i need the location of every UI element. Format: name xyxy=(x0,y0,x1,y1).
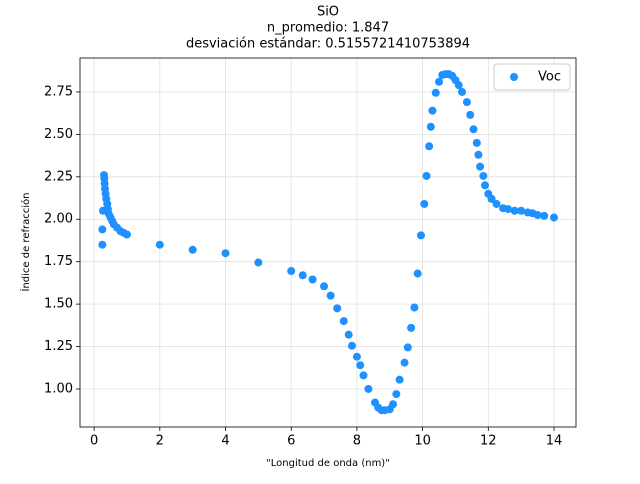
y-tick-label: 1.75 xyxy=(44,254,73,269)
point xyxy=(122,230,131,239)
chart-subtitle: n_promedio: 1.847 xyxy=(267,21,389,36)
point xyxy=(454,81,463,90)
point xyxy=(98,225,107,234)
y-tick-label: 2.75 xyxy=(44,84,73,99)
point xyxy=(392,390,401,399)
x-tick-label: 4 xyxy=(221,434,229,449)
point xyxy=(458,87,467,96)
point xyxy=(425,142,434,151)
legend-marker xyxy=(510,73,518,81)
point xyxy=(504,205,513,214)
point xyxy=(320,282,329,291)
y-axis-label: Índice de refracción xyxy=(19,193,32,292)
point xyxy=(403,343,412,352)
point xyxy=(347,341,356,350)
point xyxy=(221,249,230,258)
point xyxy=(431,88,440,97)
point xyxy=(426,122,435,131)
point xyxy=(400,358,409,367)
point xyxy=(359,371,368,380)
y-tick-label: 1.50 xyxy=(44,297,73,312)
point xyxy=(540,211,549,220)
y-tick-label: 1.25 xyxy=(44,339,73,354)
point xyxy=(326,291,335,300)
point xyxy=(510,206,519,215)
point xyxy=(435,77,444,86)
point xyxy=(339,317,348,326)
x-tick-label: 12 xyxy=(480,434,497,449)
point xyxy=(474,150,483,159)
legend-label: Voc xyxy=(538,70,561,85)
point xyxy=(333,304,342,313)
point xyxy=(469,125,478,134)
point xyxy=(472,138,481,147)
x-tick-label: 6 xyxy=(287,434,295,449)
point xyxy=(98,240,107,249)
x-tick-label: 8 xyxy=(353,434,361,449)
y-tick-label: 2.50 xyxy=(44,127,73,142)
y-tick-label: 2.25 xyxy=(44,169,73,184)
point xyxy=(487,194,496,203)
point xyxy=(155,240,164,249)
point xyxy=(308,275,317,284)
x-tick-label: 10 xyxy=(414,434,431,449)
point xyxy=(356,361,365,370)
point xyxy=(428,106,437,115)
point xyxy=(364,384,373,393)
x-tick-label: 0 xyxy=(90,434,98,449)
point xyxy=(287,267,296,276)
point xyxy=(254,258,263,267)
x-tick-label: 14 xyxy=(546,434,563,449)
point xyxy=(481,181,490,190)
point xyxy=(413,269,422,278)
y-tick-label: 1.00 xyxy=(44,381,73,396)
point xyxy=(492,199,501,208)
point xyxy=(344,330,353,339)
point xyxy=(466,110,475,119)
point xyxy=(517,206,526,215)
point xyxy=(420,199,429,208)
point xyxy=(407,323,416,332)
legend-box xyxy=(493,63,571,91)
point xyxy=(476,162,485,171)
point xyxy=(395,375,404,384)
plot-frame xyxy=(79,57,577,428)
point xyxy=(352,352,361,361)
point xyxy=(479,171,488,180)
point xyxy=(462,98,471,107)
y-tick-label: 2.00 xyxy=(44,212,73,227)
point xyxy=(549,213,558,222)
point xyxy=(533,211,542,220)
point xyxy=(416,231,425,240)
point xyxy=(298,271,307,280)
point xyxy=(188,245,197,254)
point xyxy=(410,303,419,312)
chart-title: SiO xyxy=(317,5,339,20)
x-axis-label: "Longitud de onda (nm)" xyxy=(266,458,390,469)
chart-subtitle: desviación estándar: 0.5155721410753894 xyxy=(186,37,470,52)
point xyxy=(422,171,431,180)
point xyxy=(389,400,398,409)
x-tick-label: 2 xyxy=(156,434,164,449)
